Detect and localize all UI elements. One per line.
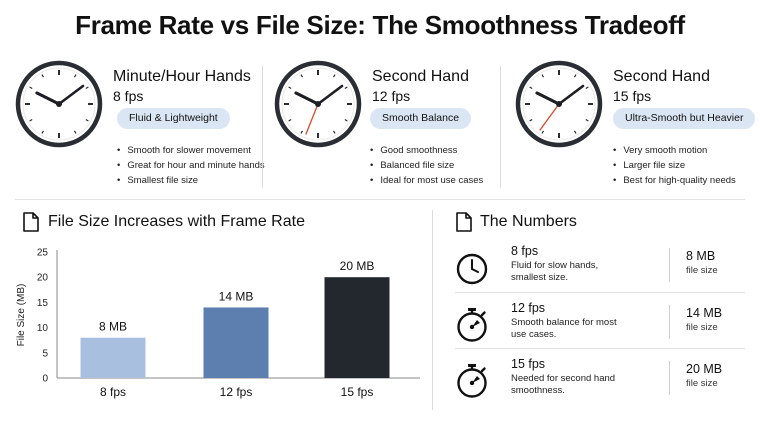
card-bullets: Good smoothness Balanced file size Ideal… <box>370 143 483 188</box>
clock-icon <box>515 60 603 148</box>
y-tick-label: 25 <box>37 248 49 259</box>
bullet: Smallest file size <box>117 173 265 188</box>
row-divider <box>669 305 670 339</box>
numbers-size-label: file size <box>686 322 718 333</box>
card-fps: 15 fps <box>613 88 652 104</box>
document-icon <box>23 212 39 232</box>
card-name: Second Hand <box>613 68 710 85</box>
section-divider <box>15 199 745 200</box>
x-tick-label: 8 fps <box>100 385 126 399</box>
chart-section-title: File Size Increases with Frame Rate <box>48 213 305 230</box>
bar-12-fps <box>203 307 269 378</box>
row-divider <box>669 248 670 282</box>
numbers-size-label: file size <box>686 378 718 389</box>
bullet: Very smooth motion <box>613 143 736 158</box>
y-axis-label: File Size (MB) <box>16 284 27 347</box>
numbers-size: 20 MB <box>686 362 723 376</box>
card-bullets: Smooth for slower movement Great for hou… <box>117 143 265 188</box>
numbers-section-title: The Numbers <box>480 213 577 230</box>
bullet: Ideal for most use cases <box>370 173 483 188</box>
section-divider-vertical <box>432 210 433 410</box>
numbers-row: 15 fps Needed for second hand smoothness… <box>455 357 740 407</box>
bullet: Great for hour and minute hands <box>117 158 264 173</box>
bar-data-label: 14 MB <box>219 289 254 303</box>
bullet: Best for high-quality needs <box>613 173 735 188</box>
bullet: Good smoothness <box>370 143 483 158</box>
stopwatch-icon <box>457 308 487 342</box>
file-size-chart: 0 5 10 15 20 25 File Size (MB) 8 MB 8 fps 14 MB 12… <box>16 248 420 399</box>
row-separator <box>455 348 745 349</box>
row-divider <box>669 361 670 395</box>
card-name: Minute/Hour Hands <box>113 68 251 85</box>
y-tick-label: 10 <box>37 323 49 334</box>
y-tick-label: 0 <box>42 374 48 385</box>
bar-15-fps <box>324 277 390 378</box>
card-name: Second Hand <box>372 68 469 85</box>
card-fps: 12 fps <box>372 88 411 104</box>
bullet: Larger file size <box>613 158 736 173</box>
bullet: Smooth for slower movement <box>117 143 265 158</box>
numbers-row: 12 fps Smooth balance for most use cases… <box>455 301 740 351</box>
card-divider <box>500 66 501 188</box>
x-tick-label: 15 fps <box>341 385 374 399</box>
numbers-fps: 12 fps <box>511 301 546 315</box>
x-tick-label: 12 fps <box>220 385 253 399</box>
numbers-size: 14 MB <box>686 306 723 320</box>
bar-data-label: 20 MB <box>340 259 375 273</box>
numbers-size: 8 MB <box>686 249 716 263</box>
card-badge: Fluid & Lightweight <box>117 108 230 129</box>
bullet: Balanced file size <box>370 158 483 173</box>
numbers-desc: Fluid for slow hands, smallest size. <box>511 260 599 283</box>
bar-8-fps <box>80 337 146 378</box>
document-icon <box>456 212 472 232</box>
y-tick-label: 15 <box>37 298 49 309</box>
card-minute-hour: Minute/Hour Hands 8 fps Fluid & Lightwei… <box>15 58 265 190</box>
numbers-row: 8 fps Fluid for slow hands, smallest siz… <box>455 244 740 294</box>
card-fps: 8 fps <box>113 88 144 104</box>
y-tick-label: 20 <box>37 273 49 284</box>
card-second-15: Second Hand 15 fps Ultra-Smooth but Heav… <box>515 58 756 190</box>
numbers-fps: 15 fps <box>511 357 546 371</box>
stopwatch-icon <box>457 364 487 398</box>
clock-icon <box>15 60 103 148</box>
card-divider <box>262 66 263 188</box>
card-bullets: Very smooth motion Larger file size Best… <box>613 143 736 188</box>
numbers-size-label: file size <box>686 265 718 276</box>
clock-icon <box>456 253 488 285</box>
numbers-desc: Needed for second hand smoothness. <box>511 373 616 396</box>
numbers-fps: 8 fps <box>511 244 539 258</box>
card-second-12: Second Hand 12 fps Smooth Balance Good s… <box>274 58 494 190</box>
card-badge: Smooth Balance <box>370 108 472 129</box>
page-title: Frame Rate vs File Size: The Smoothness … <box>75 10 685 40</box>
clock-icon <box>274 60 362 148</box>
card-badge: Ultra-Smooth but Heavier <box>613 108 756 129</box>
row-separator <box>455 292 745 293</box>
bar-data-label: 8 MB <box>99 320 127 334</box>
numbers-desc: Smooth balance for most use cases. <box>511 317 617 340</box>
y-tick-label: 5 <box>42 348 48 359</box>
